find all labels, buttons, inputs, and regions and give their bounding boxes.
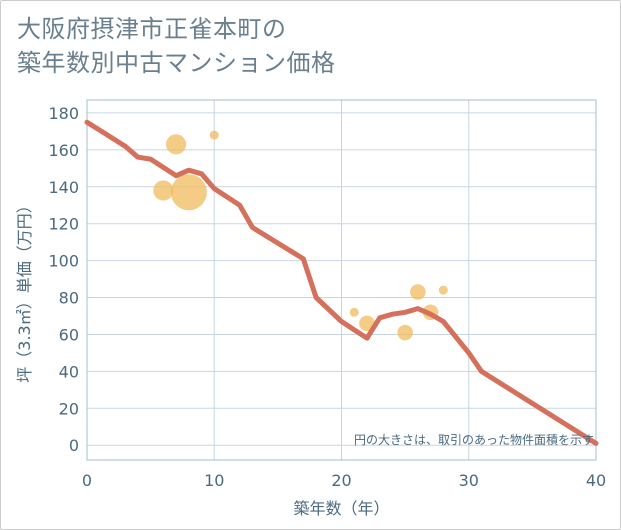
bubble-point — [359, 315, 375, 332]
y-tick-label: 40 — [59, 362, 79, 381]
chart-title: 大阪府摂津市正雀本町の 築年数別中古マンション価格 — [17, 12, 336, 80]
x-axis-title: 築年数（年） — [293, 499, 389, 518]
bubble-point — [153, 180, 174, 201]
bubble-point — [166, 134, 187, 155]
bubble-size-note: 円の大きさは、取引のあった物件面積を示す — [354, 432, 594, 447]
y-tick-label: 100 — [48, 252, 79, 271]
plot-area-border — [86, 99, 597, 461]
y-tick-label: 80 — [59, 289, 79, 308]
bubble-point — [397, 324, 413, 341]
y-tick-label: 140 — [48, 178, 79, 197]
x-tick-label: 0 — [82, 471, 92, 490]
chart-title-line1: 大阪府摂津市正雀本町の — [17, 15, 287, 43]
bubble-point — [170, 174, 207, 211]
y-axis-ticks: 0 20 40 60 80 100 120 140 160 180 — [48, 104, 79, 455]
y-tick-label: 0 — [69, 436, 79, 455]
y-tick-label: 160 — [48, 141, 79, 160]
price-trend-line — [84, 119, 599, 446]
x-tick-label: 40 — [586, 471, 606, 490]
chart-title-line2: 築年数別中古マンション価格 — [17, 49, 336, 77]
y-tick-label: 60 — [59, 325, 79, 344]
bubble-point — [349, 307, 359, 317]
x-tick-label: 10 — [204, 471, 224, 490]
bubble-point — [209, 130, 219, 140]
y-tick-label: 120 — [48, 215, 79, 234]
y-axis-title: 坪（3.3㎡）単価（万円） — [15, 197, 34, 382]
y-tick-label: 180 — [48, 104, 79, 123]
x-tick-label: 20 — [331, 471, 351, 490]
bubble-series — [153, 130, 448, 341]
x-tick-label: 30 — [459, 471, 479, 490]
y-tick-label: 20 — [59, 399, 79, 418]
bubble-point — [410, 284, 426, 300]
bubble-point — [438, 285, 448, 295]
x-axis-ticks: 0 10 20 30 40 — [82, 471, 606, 490]
grid-lines — [86, 100, 597, 460]
